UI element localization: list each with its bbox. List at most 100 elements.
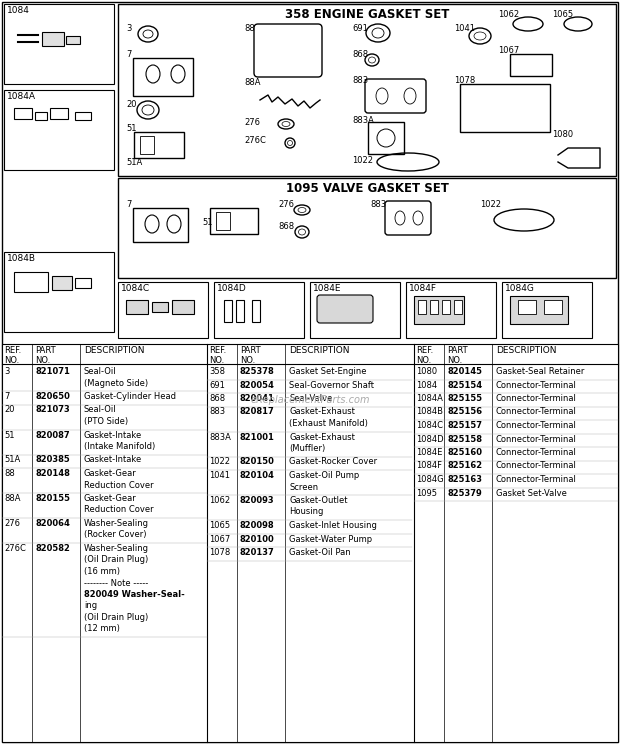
Text: 358 ENGINE GASKET SET: 358 ENGINE GASKET SET: [285, 8, 449, 21]
Bar: [236, 300, 244, 322]
Text: 820100: 820100: [240, 534, 275, 544]
Bar: [4, 90, 114, 170]
Text: 868: 868: [352, 50, 368, 59]
Text: 1067: 1067: [498, 46, 520, 55]
Bar: [510, 296, 568, 324]
Bar: [14, 108, 32, 119]
Text: 1095 VALVE GASKET SET: 1095 VALVE GASKET SET: [286, 182, 448, 195]
Text: PART
NO.: PART NO.: [240, 346, 260, 365]
Text: 1062: 1062: [209, 496, 230, 505]
Text: Gasket-Intake: Gasket-Intake: [84, 455, 142, 464]
Text: 820087: 820087: [35, 431, 69, 440]
Bar: [418, 300, 426, 314]
Text: Gasket-Exhaust: Gasket-Exhaust: [289, 432, 355, 441]
Text: 20: 20: [126, 100, 136, 109]
Text: Gasket Set-Engine: Gasket Set-Engine: [289, 367, 366, 376]
Text: 1084: 1084: [7, 6, 30, 15]
Text: 691: 691: [352, 24, 368, 33]
Bar: [172, 300, 194, 314]
Text: eReplacementParts.com: eReplacementParts.com: [250, 395, 370, 405]
Bar: [42, 32, 64, 46]
Bar: [430, 300, 438, 314]
Text: Screen: Screen: [289, 483, 318, 492]
Text: DESCRIPTION: DESCRIPTION: [84, 346, 144, 355]
Bar: [502, 282, 592, 338]
Bar: [214, 282, 304, 338]
Text: 1084A: 1084A: [416, 394, 443, 403]
Text: 358: 358: [209, 367, 225, 376]
Text: Washer-Sealing: Washer-Sealing: [84, 544, 149, 553]
Text: 1084G: 1084G: [505, 284, 535, 293]
Text: 825154: 825154: [447, 380, 482, 390]
Text: 7: 7: [4, 392, 9, 401]
Bar: [133, 208, 188, 242]
Text: 20: 20: [4, 405, 14, 414]
Bar: [52, 276, 72, 290]
Text: 820385: 820385: [35, 455, 69, 464]
Text: 276: 276: [278, 200, 294, 209]
Text: Gasket-Oil Pan: Gasket-Oil Pan: [289, 548, 351, 557]
Text: 1065: 1065: [209, 521, 230, 530]
Text: -------- Note -----: -------- Note -----: [84, 579, 148, 588]
Bar: [75, 112, 91, 120]
Text: Gasket-Cylinder Head: Gasket-Cylinder Head: [84, 392, 176, 401]
Bar: [50, 108, 68, 119]
Bar: [4, 252, 114, 332]
FancyBboxPatch shape: [385, 201, 431, 235]
Text: Seal-Governor Shaft: Seal-Governor Shaft: [289, 380, 374, 390]
Text: Gasket Set-Valve: Gasket Set-Valve: [496, 489, 567, 498]
Text: 883: 883: [352, 76, 368, 85]
Text: 820148: 820148: [35, 469, 70, 478]
Text: 691: 691: [209, 380, 225, 390]
Text: (Oil Drain Plug): (Oil Drain Plug): [84, 556, 148, 565]
Text: 1065: 1065: [552, 10, 573, 19]
Text: 51A: 51A: [4, 455, 20, 464]
Text: Gasket-Inlet Housing: Gasket-Inlet Housing: [289, 521, 377, 530]
Text: 820155: 820155: [35, 494, 70, 503]
Bar: [442, 300, 450, 314]
Bar: [118, 4, 616, 176]
Bar: [406, 282, 496, 338]
Text: Seal-Oil: Seal-Oil: [84, 367, 117, 376]
Text: (Muffler): (Muffler): [289, 444, 326, 453]
Text: 3: 3: [4, 367, 9, 376]
Text: PART
NO.: PART NO.: [447, 346, 467, 365]
Text: 820064: 820064: [35, 519, 70, 528]
Text: Reduction Cover: Reduction Cover: [84, 505, 154, 515]
Text: 820817: 820817: [240, 408, 275, 417]
Text: (Magneto Side): (Magneto Side): [84, 379, 148, 388]
Text: 1084G: 1084G: [416, 475, 444, 484]
Text: 868: 868: [209, 394, 225, 403]
FancyBboxPatch shape: [317, 295, 373, 323]
Text: 88A: 88A: [4, 494, 20, 503]
Text: Washer-Sealing: Washer-Sealing: [84, 519, 149, 528]
Text: 1080: 1080: [416, 367, 437, 376]
Text: Connector-Terminal: Connector-Terminal: [496, 380, 577, 390]
Bar: [216, 212, 230, 230]
Text: Gasket-Oil Pump: Gasket-Oil Pump: [289, 471, 359, 480]
Text: Connector-Terminal: Connector-Terminal: [496, 448, 577, 457]
Text: 1084B: 1084B: [416, 408, 443, 417]
Bar: [4, 4, 114, 84]
Text: 1084B: 1084B: [7, 254, 36, 263]
Text: 1041: 1041: [454, 24, 475, 33]
Text: 276C: 276C: [4, 544, 26, 553]
Text: Housing: Housing: [289, 507, 324, 516]
Text: 825158: 825158: [447, 434, 482, 443]
Text: 1022: 1022: [352, 156, 373, 165]
Text: 1095: 1095: [416, 489, 437, 498]
Bar: [126, 300, 148, 314]
Text: (Oil Drain Plug): (Oil Drain Plug): [84, 613, 148, 622]
Text: 825163: 825163: [447, 475, 482, 484]
Bar: [75, 278, 91, 288]
Text: 88A: 88A: [244, 78, 260, 87]
Text: 276C: 276C: [244, 136, 266, 145]
Text: 825155: 825155: [447, 394, 482, 403]
Bar: [310, 282, 400, 338]
Text: ing: ing: [84, 601, 97, 611]
Text: 883A: 883A: [352, 116, 374, 125]
Text: 868: 868: [278, 222, 294, 231]
Text: 883: 883: [209, 408, 225, 417]
Text: 1022: 1022: [209, 458, 230, 466]
FancyBboxPatch shape: [254, 24, 322, 77]
